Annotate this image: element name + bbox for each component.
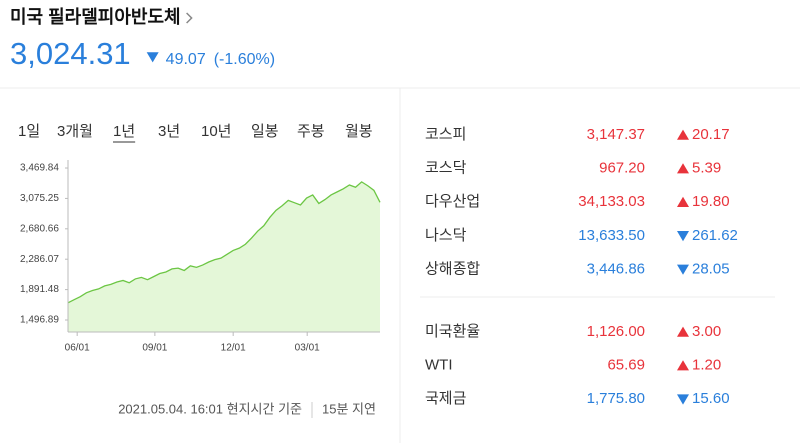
- period-tab[interactable]: 일봉: [251, 123, 279, 140]
- direction-arrow: [677, 196, 689, 207]
- x-tick-label: 06/01: [65, 343, 90, 354]
- period-tab[interactable]: 10년: [201, 123, 232, 140]
- index-value: 1,126.00: [587, 323, 645, 340]
- direction-arrow: [677, 163, 689, 174]
- index-value: 65.69: [607, 357, 645, 374]
- direction-arrow: [677, 129, 689, 140]
- index-value: 3,446.86: [587, 260, 645, 277]
- period-tab[interactable]: 1일: [18, 123, 40, 140]
- change: 49.07: [166, 51, 206, 68]
- index-name[interactable]: 상해종합: [425, 260, 480, 277]
- index-value: 13,633.50: [578, 227, 645, 244]
- index-change: 15.60: [692, 390, 730, 407]
- period-tab[interactable]: 월봉: [345, 123, 373, 140]
- direction-arrow: [677, 360, 689, 371]
- index-name[interactable]: WTI: [425, 357, 453, 374]
- index-name[interactable]: 미국환율: [425, 323, 480, 340]
- x-tick-label: 12/01: [221, 343, 246, 354]
- period-tab[interactable]: 주봉: [297, 123, 325, 140]
- index-value: 3,147.37: [587, 126, 645, 143]
- y-tick-label: 3,075.25: [20, 193, 59, 204]
- price: 3,024.31: [10, 36, 131, 71]
- change-percent: (-1.60%): [214, 51, 275, 68]
- index-value: 1,775.80: [587, 390, 645, 407]
- y-tick-label: 1,891.48: [20, 284, 59, 295]
- period-tab[interactable]: 1년: [113, 123, 135, 140]
- index-change: 28.05: [692, 260, 730, 277]
- index-value: 967.20: [599, 160, 645, 177]
- timestamp: 2021.05.04. 16:01 현지시간 기준: [118, 401, 302, 416]
- index-name[interactable]: 나스닥: [425, 227, 467, 244]
- y-tick-label: 3,469.84: [20, 163, 59, 174]
- direction-arrow: [677, 264, 689, 275]
- index-name[interactable]: 국제금: [425, 390, 467, 407]
- direction-arrow: [146, 52, 159, 63]
- price-line: [67, 181, 381, 304]
- index-value: 34,133.03: [578, 193, 645, 210]
- index-change: 19.80: [692, 193, 730, 210]
- chevron: [186, 12, 193, 24]
- index-change: 261.62: [692, 227, 738, 244]
- index-name[interactable]: 다우산업: [425, 193, 480, 210]
- direction-arrow: [677, 394, 689, 405]
- y-tick-label: 2,680.66: [20, 223, 59, 234]
- x-tick-label: 09/01: [142, 343, 167, 354]
- direction-arrow: [677, 231, 689, 242]
- index-change: 20.17: [692, 126, 730, 143]
- index-name[interactable]: 코스피: [425, 126, 466, 143]
- x-tick-label: 03/01: [295, 343, 320, 354]
- direction-arrow: [677, 326, 689, 337]
- index-change: 3.00: [692, 323, 721, 340]
- period-tab[interactable]: 3개월: [57, 123, 93, 140]
- index-name[interactable]: 코스닥: [425, 160, 467, 177]
- delay-note: 15분 지연: [322, 401, 376, 416]
- title[interactable]: 미국 필라델피아반도체: [10, 7, 181, 27]
- index-change: 1.20: [692, 357, 721, 374]
- y-tick-label: 2,286.07: [20, 254, 59, 265]
- index-change: 5.39: [692, 160, 721, 177]
- y-tick-label: 1,496.89: [20, 315, 59, 326]
- period-tab[interactable]: 3년: [158, 123, 180, 140]
